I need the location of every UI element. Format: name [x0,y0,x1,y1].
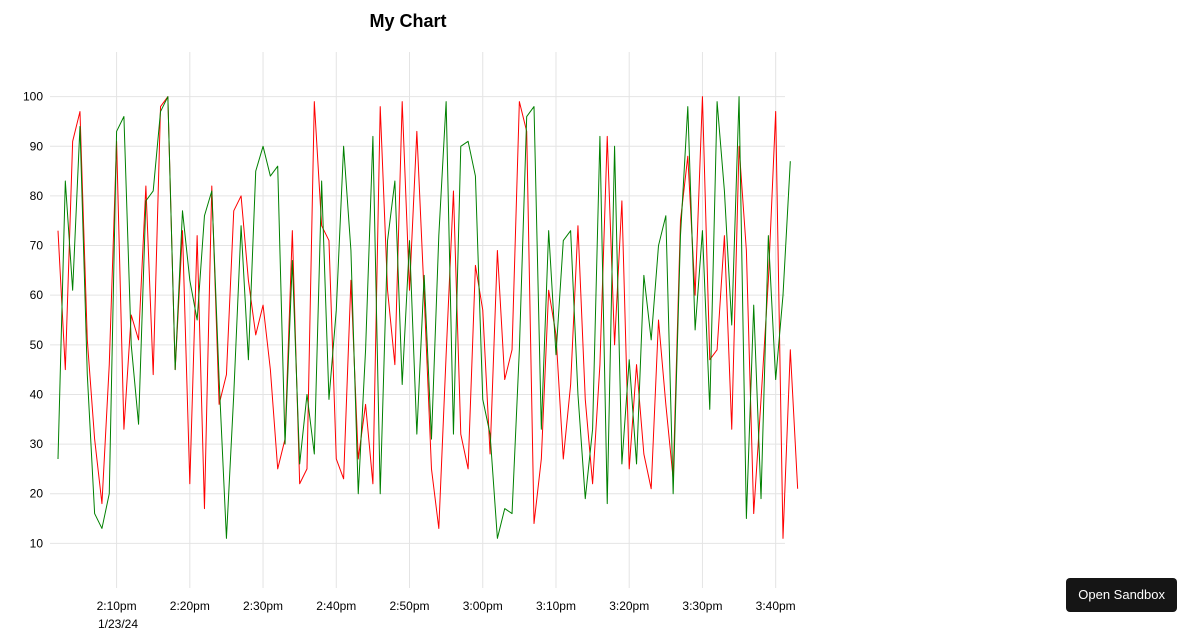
x-tick-label: 3:20pm [609,599,649,613]
y-tick-label: 70 [30,239,44,253]
y-tick-label: 10 [30,536,44,550]
y-tick-label: 30 [30,437,44,451]
y-tick-label: 80 [30,189,44,203]
y-tick-label: 100 [23,90,43,104]
open-sandbox-button[interactable]: Open Sandbox [1066,578,1177,612]
series-group [57,96,799,539]
y-axis: 10 20 30 40 50 60 70 80 90 100 [23,90,43,551]
chart-title: My Chart [369,11,446,31]
y-tick-label: 60 [30,288,44,302]
x-tick-label: 2:50pm [389,599,429,613]
x-axis: 2:10pm 2:20pm 2:30pm 2:40pm 2:50pm 3:00pm 3:10… [97,599,796,613]
x-tick-label: 2:30pm [243,599,283,613]
x-tick-label: 3:00pm [463,599,503,613]
series-line-1 [57,96,799,539]
y-tick-label: 20 [30,487,44,501]
x-tick-label: 2:20pm [170,599,210,613]
y-tick-label: 50 [30,338,44,352]
x-tick-label: 3:30pm [682,599,722,613]
x-tick-label: 3:40pm [756,599,796,613]
x-tick-label: 2:10pm [97,599,137,613]
x-date-label: 1/23/24 [98,617,138,630]
y-tick-label: 90 [30,139,44,153]
x-tick-label: 2:40pm [316,599,356,613]
y-tick-label: 40 [30,387,44,401]
series-line-2 [57,96,791,539]
x-tick-label: 3:10pm [536,599,576,613]
